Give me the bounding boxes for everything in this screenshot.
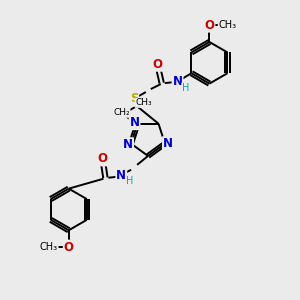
- Text: O: O: [204, 19, 214, 32]
- Text: H: H: [127, 176, 134, 186]
- Text: CH₃: CH₃: [218, 20, 236, 30]
- Text: S: S: [130, 92, 138, 106]
- Text: O: O: [153, 58, 163, 71]
- Text: H: H: [182, 83, 189, 93]
- Text: CH₂: CH₂: [113, 108, 130, 117]
- Text: CH₃: CH₃: [40, 242, 58, 252]
- Text: N: N: [172, 75, 183, 88]
- Text: CH₃: CH₃: [135, 98, 152, 107]
- Text: N: N: [130, 116, 140, 129]
- Text: O: O: [64, 241, 74, 254]
- Text: N: N: [123, 138, 133, 151]
- Text: N: N: [116, 169, 126, 182]
- Text: N: N: [163, 137, 173, 150]
- Text: O: O: [98, 152, 107, 165]
